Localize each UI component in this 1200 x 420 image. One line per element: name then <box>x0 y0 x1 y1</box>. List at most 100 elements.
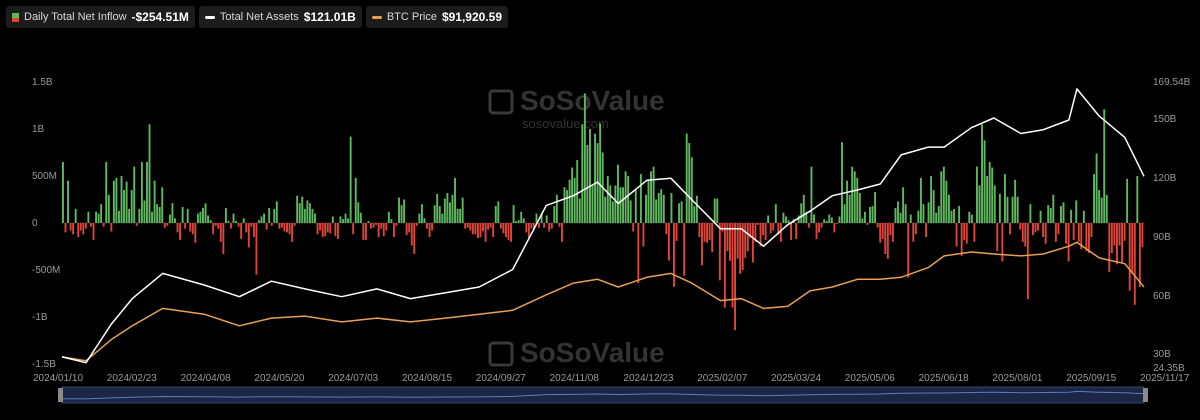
inflow-bar <box>441 213 444 223</box>
range-navigator[interactable] <box>58 386 1148 404</box>
inflow-bar <box>286 223 288 233</box>
inflow-bar <box>202 207 204 223</box>
inflow-bar <box>848 194 851 223</box>
inflow-bar <box>426 223 428 229</box>
navigator-left-handle[interactable] <box>58 388 63 402</box>
inflow-bar <box>77 223 80 238</box>
inflow-bar <box>482 223 484 232</box>
inflow-bar <box>940 171 943 223</box>
inflow-bar <box>576 160 579 223</box>
inflow-bar <box>1085 223 1088 252</box>
inflow-bar <box>334 223 337 237</box>
inflow-bar <box>1006 196 1009 223</box>
inflow-bar <box>820 223 823 228</box>
inflow-bar <box>342 219 344 223</box>
inflow-bar <box>79 223 82 231</box>
inflow-bar <box>451 194 454 223</box>
inflow-bar <box>62 161 64 223</box>
inflow-bar <box>846 180 849 223</box>
inflow-bar <box>194 223 197 243</box>
watermark-brand: SoSoValue <box>520 337 665 368</box>
inflow-bar <box>835 223 838 224</box>
inflow-bar <box>448 202 451 223</box>
inflow-bar <box>487 223 490 230</box>
navigator-track[interactable] <box>61 386 1145 404</box>
inflow-bar <box>497 201 500 223</box>
inflow-bar <box>678 203 681 223</box>
inflow-bar <box>874 191 877 223</box>
inflow-bar <box>1070 209 1073 223</box>
inflow-bar <box>930 176 933 223</box>
inflow-bar <box>260 216 263 223</box>
legend-item-inflow[interactable]: Daily Total Net Inflow -$254.51M <box>6 6 195 28</box>
inflow-bar <box>790 223 793 240</box>
inflow-bar <box>744 223 747 258</box>
inflow-bar <box>879 223 882 243</box>
inflow-bar <box>344 213 347 223</box>
inflow-bar <box>889 223 892 236</box>
x-axis-tick-label: 2024/12/23 <box>623 373 673 384</box>
inflow-bar <box>314 213 316 223</box>
inflow-bar <box>1026 223 1029 300</box>
btc-legend-value: $91,920.59 <box>441 10 502 24</box>
inflow-bar <box>377 223 380 238</box>
inflow-bar <box>359 212 362 223</box>
inflow-bar <box>303 208 306 223</box>
assets-legend-value: $121.01B <box>303 10 356 24</box>
inflow-bar <box>176 223 179 233</box>
x-axis-tick-label: 2025/06/18 <box>919 373 969 384</box>
inflow-bar <box>278 223 281 229</box>
inflow-bar <box>484 223 487 242</box>
inflow-bar <box>734 223 737 331</box>
inflow-bar <box>349 136 352 223</box>
inflow-bar <box>1128 223 1131 291</box>
inflow-bar <box>240 223 243 239</box>
inflow-bar <box>308 203 311 223</box>
x-axis-tick-label: 2025/11/17 <box>1140 373 1190 384</box>
inflow-bar <box>573 177 576 223</box>
inflow-bar <box>1090 223 1093 238</box>
inflow-bar <box>461 197 464 223</box>
inflow-bar <box>270 223 273 226</box>
legend-item-assets[interactable]: Total Net Assets $121.01B <box>198 6 362 28</box>
inflow-bar <box>637 223 640 284</box>
inflow-bar <box>581 124 584 223</box>
right-axis-tick-label: 169.54B <box>1153 77 1191 88</box>
btc-legend-label: BTC Price <box>386 11 437 23</box>
x-axis-tick-label: 2024/09/27 <box>476 373 526 384</box>
inflow-bar <box>1044 223 1047 244</box>
left-axis-tick-label: 1.5B <box>32 77 53 88</box>
x-axis-tick-label: 2025/08/01 <box>992 373 1042 384</box>
inflow-bar <box>751 223 754 263</box>
inflow-bar <box>143 200 146 223</box>
inflow-bar <box>1039 210 1042 223</box>
inflow-bar <box>128 208 131 223</box>
navigator-right-handle[interactable] <box>1143 388 1148 402</box>
inflow-bar <box>701 223 703 266</box>
inflow-bar <box>975 166 978 223</box>
inflow-bar <box>963 223 966 240</box>
inflow-bar <box>594 133 596 223</box>
inflow-bar <box>392 223 395 238</box>
navigator-series <box>61 390 1145 400</box>
inflow-bar <box>566 190 568 223</box>
inflow-bar <box>945 180 948 223</box>
inflow-bar <box>723 223 726 308</box>
inflow-bar <box>782 212 785 223</box>
inflow-bar <box>316 223 319 235</box>
assets-legend-label: Total Net Assets <box>219 11 299 23</box>
legend-item-btc[interactable]: BTC Price $91,920.59 <box>365 6 508 28</box>
inflow-bar <box>795 223 798 239</box>
inflow-bar <box>196 213 199 223</box>
inflow-bar <box>125 181 128 223</box>
inflow-bar <box>968 211 971 223</box>
inflow-bars <box>62 93 1144 331</box>
inflow-bar <box>357 202 360 223</box>
right-axis-tick-label: 90B <box>1153 232 1171 243</box>
inflow-bar <box>639 174 642 223</box>
inflow-bar <box>1029 204 1032 223</box>
inflow-bar <box>950 210 953 223</box>
inflow-bar <box>1031 223 1034 236</box>
inflow-bar <box>553 206 556 223</box>
